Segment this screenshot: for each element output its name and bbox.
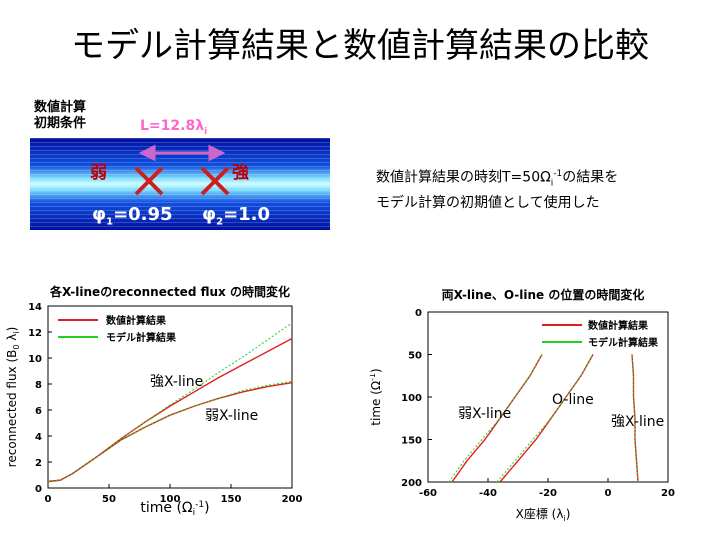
note-line1-a: 数値計算結果の時刻T=50Ω bbox=[376, 169, 551, 186]
chart1-xtick-label: 200 bbox=[282, 494, 303, 505]
chart2-ytick-label: 150 bbox=[401, 436, 422, 447]
length-sub: i bbox=[204, 126, 208, 137]
chart2-ytick-label: 100 bbox=[401, 393, 422, 404]
chart2-annotation-weak: 弱X-line bbox=[458, 406, 511, 422]
phi2-symbol: φ bbox=[202, 204, 217, 225]
reconnected-flux-chart: 各X-lineのreconnected flux の時間変化 0 50 100 150… bbox=[5, 284, 302, 518]
chart1-series-line-3 bbox=[47, 380, 293, 482]
chart2-ytick-label: 50 bbox=[408, 351, 422, 362]
chart2-xtick-label: -40 bbox=[479, 488, 497, 499]
phi1-symbol: φ bbox=[92, 204, 107, 225]
x-point-strong-cross bbox=[200, 166, 230, 196]
chart2-annotation-oline: O-line bbox=[552, 392, 594, 408]
chart2-series bbox=[448, 354, 639, 483]
chart2-xtick-label: 20 bbox=[661, 488, 675, 499]
chart1-legend: 数値計算結果 モデル計算結果 bbox=[58, 314, 177, 344]
init-label-line1: 数値計算 bbox=[34, 100, 87, 115]
note-line1-b: の結果を bbox=[562, 169, 619, 186]
chart2-ylabel: time (Ω-1) bbox=[370, 368, 383, 425]
chart1-tick-labels: 0 50 100 150 200 0 2 4 6 8 10 12 14 bbox=[28, 302, 302, 505]
chart2-xlabel: X座標 (λi) bbox=[516, 506, 571, 523]
phi1-sub: 1 bbox=[106, 216, 114, 228]
chart1-xtick-label: 150 bbox=[221, 494, 242, 505]
init-condition-label: 数値計算 初期条件 bbox=[34, 100, 86, 132]
length-label: L=12.8λi bbox=[140, 118, 207, 137]
note-line1-sub: i bbox=[550, 178, 554, 189]
chart2-series-line-2 bbox=[499, 354, 594, 483]
chart2-title: 両X-line、O-line の位置の時間変化 bbox=[442, 287, 645, 302]
phi2-label: φ2=1.0 bbox=[202, 204, 270, 228]
chart2-annotation-strong: 強X-line bbox=[611, 414, 664, 430]
chart1-series bbox=[47, 322, 293, 483]
x-point-weak-cross bbox=[134, 166, 164, 196]
phi2-sub: 2 bbox=[216, 216, 224, 228]
chart2-series-line-3 bbox=[496, 354, 594, 483]
chart1-ylabel: reconnected flux (B0 λi) bbox=[5, 327, 21, 468]
chart1-ytick-label: 12 bbox=[28, 328, 42, 339]
page-title: モデル計算結果と数値計算結果の比較 bbox=[71, 26, 649, 66]
chart2-series-line-1 bbox=[448, 354, 543, 483]
chart2-xtick-label: -20 bbox=[539, 488, 557, 499]
chart1-ytick-label: 2 bbox=[35, 458, 42, 469]
chart1-xtick-label: 50 bbox=[102, 494, 116, 505]
chart2-ytick-label: 200 bbox=[401, 478, 422, 489]
chart2-legend-model: モデル計算結果 bbox=[588, 336, 659, 349]
phi1-value: =0.95 bbox=[113, 204, 173, 225]
initial-condition-image bbox=[30, 138, 330, 230]
note-text: 数値計算結果の時刻T=50Ωi-1の結果を モデル計算の初期値として使用した bbox=[376, 164, 618, 213]
weak-label: 弱 bbox=[90, 163, 107, 183]
chart1-legend-model: モデル計算結果 bbox=[106, 331, 177, 344]
chart2-series-line-5 bbox=[631, 354, 639, 483]
strong-label: 強 bbox=[232, 163, 249, 183]
chart1-xtick-label: 0 bbox=[45, 494, 52, 505]
chart1-ytick-label: 10 bbox=[28, 354, 42, 365]
length-text: L=12.8λ bbox=[140, 118, 205, 134]
chart2-legend-numeric: 数値計算結果 bbox=[588, 319, 649, 332]
chart1-series-line-2 bbox=[47, 382, 293, 483]
chart2-xtick-label: -60 bbox=[419, 488, 437, 499]
chart1-xlabel: time (Ωi-1) bbox=[140, 500, 209, 518]
chart2-ytick-label: 0 bbox=[415, 308, 422, 319]
chart2-legend-box bbox=[536, 316, 662, 352]
chart1-annotation-weak: 弱X-line bbox=[205, 408, 258, 424]
chart1-legend-numeric: 数値計算結果 bbox=[106, 314, 167, 327]
chart1-ytick-label: 14 bbox=[28, 302, 42, 313]
chart1-annotation-strong: 強X-line bbox=[150, 374, 203, 390]
phi1-label: φ1=0.95 bbox=[92, 204, 173, 228]
chart1-ytick-label: 6 bbox=[35, 406, 42, 417]
chart1-series-line-1 bbox=[47, 322, 293, 482]
chart2-xtick-label: 0 bbox=[605, 488, 612, 499]
chart2-legend: 数値計算結果 モデル計算結果 bbox=[536, 316, 662, 352]
line-position-chart: 両X-line、O-line の位置の時間変化 -60 -40 -20 0 200501… bbox=[370, 287, 675, 523]
note-line2: モデル計算の初期値として使用した bbox=[376, 195, 600, 212]
chart1-ytick-label: 4 bbox=[35, 432, 42, 443]
chart1-title: 各X-lineのreconnected flux の時間変化 bbox=[49, 284, 290, 299]
chart1-ytick-label: 8 bbox=[35, 380, 42, 391]
chart1-xtick-label: 100 bbox=[160, 494, 181, 505]
init-label-line2: 初期条件 bbox=[34, 116, 87, 131]
chart1-ytick-label: 0 bbox=[35, 484, 42, 495]
phi2-value: =1.0 bbox=[223, 204, 271, 225]
note-line1: 数値計算結果の時刻T=50Ωi-1の結果を bbox=[376, 164, 618, 193]
note-line1-sup: -1 bbox=[553, 169, 563, 179]
length-arrow bbox=[138, 144, 226, 162]
